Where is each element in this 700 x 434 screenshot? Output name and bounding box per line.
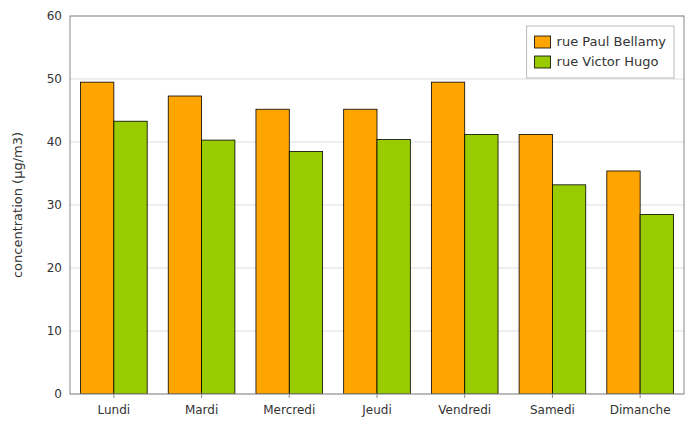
bar (344, 109, 377, 394)
y-tick-label: 10 (47, 324, 62, 338)
x-tick-label: Dimanche (610, 403, 671, 417)
grid-line (70, 79, 684, 80)
x-tick (640, 394, 641, 398)
legend-swatch (535, 36, 551, 48)
x-tick-label: Samedi (530, 403, 575, 417)
x-tick (201, 394, 202, 398)
y-tick-label: 50 (47, 72, 62, 86)
bars (81, 82, 674, 394)
x-tick (289, 394, 290, 398)
bar (377, 139, 410, 394)
x-tick-label: Lundi (98, 403, 131, 417)
bar (640, 214, 673, 394)
bar (168, 96, 201, 394)
x-tick (113, 394, 114, 398)
y-axis-label: concentration (µg/m3) (10, 132, 25, 278)
y-tick-label: 40 (47, 135, 62, 149)
legend-box (527, 26, 674, 78)
y-tick-label: 30 (47, 198, 62, 212)
grid (70, 16, 684, 394)
y-tick-label: 20 (47, 261, 62, 275)
legend-swatch (535, 56, 551, 68)
x-tick-label: Vendredi (438, 403, 491, 417)
bar (289, 151, 322, 394)
y-tick-label: 0 (54, 387, 62, 401)
x-tick (552, 394, 553, 398)
bar (552, 185, 585, 394)
x-tick-label: Mardi (185, 403, 218, 417)
legend: rue Paul Bellamy rue Victor Hugo (527, 26, 674, 78)
bar (431, 82, 464, 394)
y-tick-label: 60 (47, 9, 62, 23)
x-tick (377, 394, 378, 398)
bar (202, 140, 235, 394)
bar (81, 82, 114, 394)
bar (607, 171, 640, 394)
bar (256, 109, 289, 394)
legend-label: rue Paul Bellamy (557, 34, 667, 49)
plot-frame (70, 16, 684, 394)
legend-label: rue Victor Hugo (557, 54, 659, 69)
x-tick (464, 394, 465, 398)
x-tick-label: Jeudi (361, 403, 391, 417)
x-tick-label: Mercredi (263, 403, 315, 417)
chart: 0 10 20 30 40 50 60 concentration (µg/m3) Lundi M… (0, 0, 700, 434)
bar (465, 134, 498, 394)
bar (519, 134, 552, 394)
bar (114, 121, 147, 394)
